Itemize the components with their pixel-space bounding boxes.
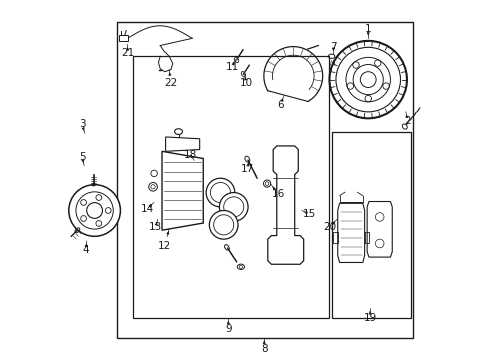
Circle shape xyxy=(329,41,406,118)
Text: 11: 11 xyxy=(225,62,238,72)
Text: 14: 14 xyxy=(141,204,154,214)
Text: 13: 13 xyxy=(149,222,162,232)
Bar xyxy=(364,232,368,243)
Text: 9: 9 xyxy=(224,324,231,334)
Bar xyxy=(117,22,412,338)
Polygon shape xyxy=(267,146,303,264)
Polygon shape xyxy=(165,137,199,151)
Text: 16: 16 xyxy=(271,189,284,199)
Text: 5: 5 xyxy=(79,152,85,162)
Circle shape xyxy=(69,185,120,236)
Text: 8: 8 xyxy=(261,343,267,354)
Text: 18: 18 xyxy=(183,150,196,160)
Circle shape xyxy=(219,193,247,221)
Text: 20: 20 xyxy=(323,222,336,231)
Text: 4: 4 xyxy=(82,245,89,255)
Text: 19: 19 xyxy=(363,313,376,323)
Circle shape xyxy=(209,211,238,239)
Bar xyxy=(119,36,127,41)
Text: 3: 3 xyxy=(79,120,85,129)
Text: 15: 15 xyxy=(302,209,315,219)
Polygon shape xyxy=(366,202,391,257)
Text: 12: 12 xyxy=(158,241,171,251)
Bar xyxy=(133,56,328,318)
Polygon shape xyxy=(162,151,203,230)
Circle shape xyxy=(206,178,234,207)
Bar xyxy=(332,132,410,318)
Text: 21: 21 xyxy=(121,48,134,58)
Bar xyxy=(333,232,337,243)
Text: 17: 17 xyxy=(240,164,253,174)
Text: 7: 7 xyxy=(329,42,336,52)
Text: 10: 10 xyxy=(239,78,252,88)
Text: 1: 1 xyxy=(364,24,371,35)
Text: 2: 2 xyxy=(404,116,410,126)
Text: 22: 22 xyxy=(164,78,177,88)
Text: 6: 6 xyxy=(277,100,283,110)
Polygon shape xyxy=(337,203,364,262)
